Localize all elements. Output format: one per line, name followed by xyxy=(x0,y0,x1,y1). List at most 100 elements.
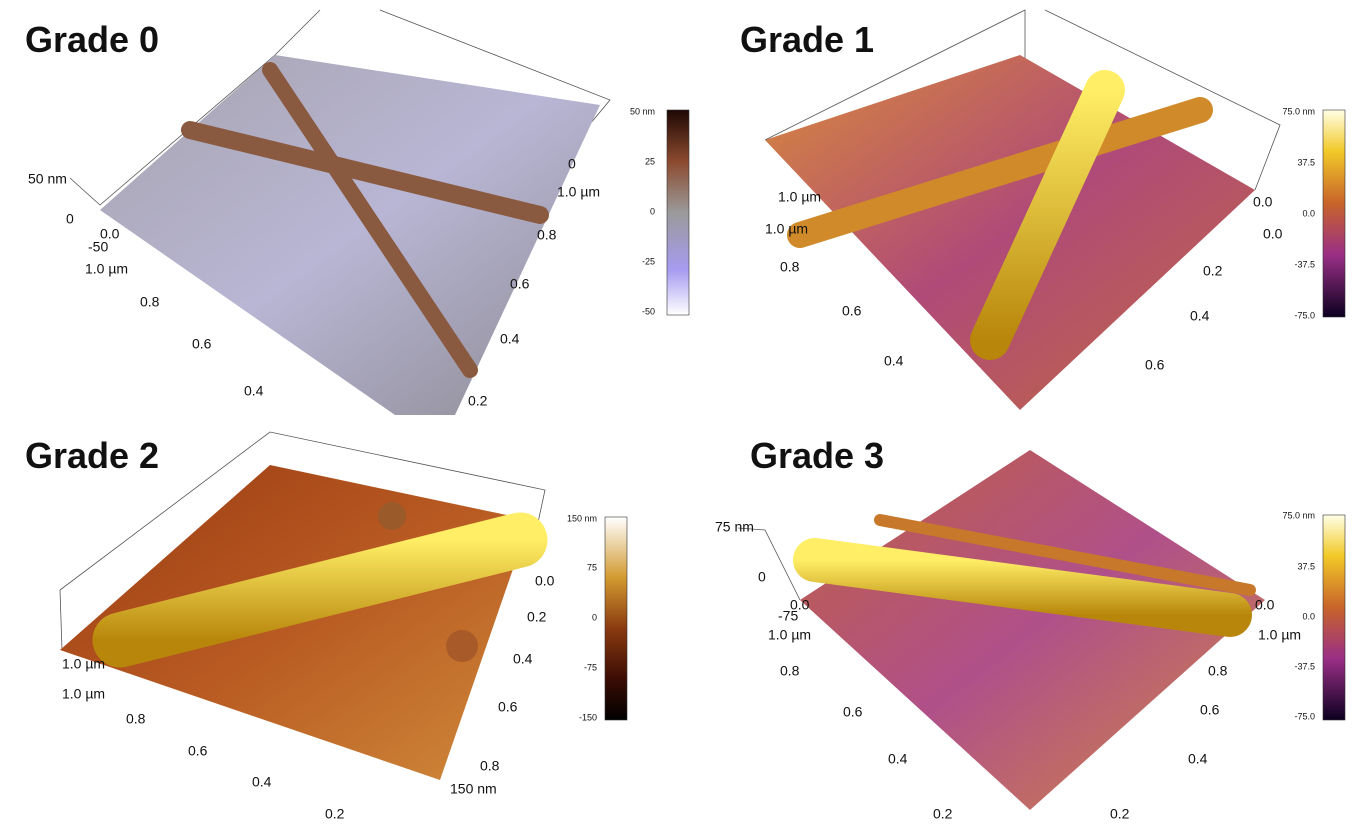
axis-tick-label: 0.6 xyxy=(192,336,212,352)
z-axis-label: 50 nm xyxy=(28,171,67,187)
axis-tick-label: 0.8 xyxy=(1208,663,1228,679)
z-axis-label: -50 xyxy=(88,239,108,255)
axis-tick-label: 0.2 xyxy=(325,806,345,822)
axis-tick-label: 0.6 xyxy=(842,303,862,319)
colorbar-tick-label: -25 xyxy=(642,256,655,266)
axis-tick-label: 1.0 µm xyxy=(778,189,821,205)
axis-tick-label: 0.0 xyxy=(1253,194,1273,210)
axis-tick-label: 0.6 xyxy=(1145,357,1165,373)
axis-tick-label: 1.0 µm xyxy=(62,656,105,672)
axis-tick-label: 0.2 xyxy=(1110,806,1130,822)
z-axis-label: -75 xyxy=(778,608,798,624)
axis-tick-label: 0.4 xyxy=(884,353,904,369)
frame xyxy=(737,527,801,601)
axis-tick-label: 0.2 xyxy=(468,393,488,409)
axis-tick-label: 0.4 xyxy=(888,751,908,767)
axis-tick-label: 0.0 xyxy=(790,597,810,613)
surface xyxy=(100,55,600,415)
axis-tick-label: 0.4 xyxy=(1188,751,1208,767)
axis-tick-label: 0.4 xyxy=(500,331,520,347)
axis-tick-label: 0.6 xyxy=(188,743,208,759)
colorbar-tick-label: -75.0 xyxy=(1294,711,1315,721)
axis-tick-label: 0.4 xyxy=(513,651,533,667)
colorbar-tick-label: 0.0 xyxy=(1302,208,1315,218)
colorbar-tick-label: 0 xyxy=(592,612,597,622)
colorbar-tick-label: 37.5 xyxy=(1297,157,1315,167)
bump xyxy=(446,630,478,662)
axis-tick-label: 0.0 xyxy=(1255,597,1275,613)
panel-title: Grade 1 xyxy=(740,19,874,60)
colorbar xyxy=(604,516,628,721)
axis-tick-label: 0.4 xyxy=(252,774,272,790)
colorbar-tick-label: 150 nm xyxy=(567,513,597,523)
colorbar-tick-label: -50 xyxy=(642,306,655,316)
axis-tick-label: 0.6 xyxy=(843,704,863,720)
frame xyxy=(764,9,1026,141)
frame xyxy=(1044,9,1281,191)
axis-tick-label: 0.4 xyxy=(244,383,264,399)
axis-tick-label: 0 xyxy=(568,156,576,172)
axis-tick-label: 0.0 xyxy=(535,573,555,589)
fiber xyxy=(793,538,1252,637)
colorbar-tick-label: -75 xyxy=(584,662,597,672)
colorbar-tick-label: 0.0 xyxy=(1302,611,1315,621)
colorbar-tick-label: 50 nm xyxy=(630,106,655,116)
panel-title: Grade 2 xyxy=(25,435,159,476)
z-axis-label: 0 xyxy=(66,211,74,227)
axis-tick-label: 1.0 µm xyxy=(768,627,811,643)
colorbar xyxy=(1322,109,1346,318)
axis-tick-label: 0.8 xyxy=(537,227,557,243)
colorbar-tick-label: -150 xyxy=(579,712,597,722)
bump xyxy=(378,502,406,530)
surface xyxy=(800,450,1265,810)
fiber xyxy=(970,70,1125,360)
axis-tick-label: 0.8 xyxy=(140,294,160,310)
colorbar-tick-label: -75.0 xyxy=(1294,310,1315,320)
colorbar xyxy=(1322,514,1346,721)
fiber xyxy=(92,512,548,668)
axis-tick-label: 0.8 xyxy=(480,758,500,774)
fiber xyxy=(787,97,1213,248)
axis-tick-label: 0.8 xyxy=(126,711,146,727)
frame xyxy=(59,589,63,651)
axis-tick-label: 0.8 xyxy=(780,663,800,679)
fiber xyxy=(874,514,1256,596)
axis-tick-label: 0.0 xyxy=(100,226,120,242)
axis-tick-label: 1.0 µm xyxy=(765,221,808,237)
axis-tick-label: 150 nm xyxy=(450,781,497,797)
axis-tick-label: 0.2 xyxy=(527,609,547,625)
colorbar-tick-label: 75 xyxy=(587,562,597,572)
colorbar-tick-label: 0 xyxy=(650,206,655,216)
colorbar-tick-label: 75.0 nm xyxy=(1282,510,1315,520)
axis-tick-label: 0.6 xyxy=(510,276,530,292)
axis-tick-label: 0.2 xyxy=(933,806,953,822)
panel-2 xyxy=(59,431,628,780)
panel-title: Grade 3 xyxy=(750,435,884,476)
axis-tick-label: 1.0 µm xyxy=(62,686,105,702)
colorbar-tick-label: 75.0 nm xyxy=(1282,106,1315,116)
panel-3 xyxy=(737,450,1346,810)
axis-tick-label: 0.2 xyxy=(1203,263,1223,279)
axis-tick-label: 0.4 xyxy=(1190,308,1210,324)
axis-tick-label: 0.0 xyxy=(1263,226,1283,242)
axis-tick-label: 1.0 µm xyxy=(557,184,600,200)
colorbar-tick-label: -37.5 xyxy=(1294,661,1315,671)
axis-tick-label: 0.6 xyxy=(498,699,518,715)
panel-0 xyxy=(69,9,690,415)
colorbar-tick-label: 25 xyxy=(645,156,655,166)
axis-tick-label: 0.8 xyxy=(780,259,800,275)
panel-title: Grade 0 xyxy=(25,19,159,60)
axis-tick-label: 0.6 xyxy=(1200,702,1220,718)
axis-tick-label: 1.0 µm xyxy=(85,261,128,277)
fiber xyxy=(262,62,478,378)
axis-tick-label: 1.0 µm xyxy=(1258,627,1301,643)
colorbar-tick-label: 37.5 xyxy=(1297,561,1315,571)
z-axis-label: 0 xyxy=(758,569,766,585)
colorbar xyxy=(666,109,690,316)
fiber xyxy=(181,121,549,224)
colorbar-tick-label: -37.5 xyxy=(1294,259,1315,269)
z-axis-label: 75 nm xyxy=(715,519,754,535)
panel-1 xyxy=(764,9,1346,410)
